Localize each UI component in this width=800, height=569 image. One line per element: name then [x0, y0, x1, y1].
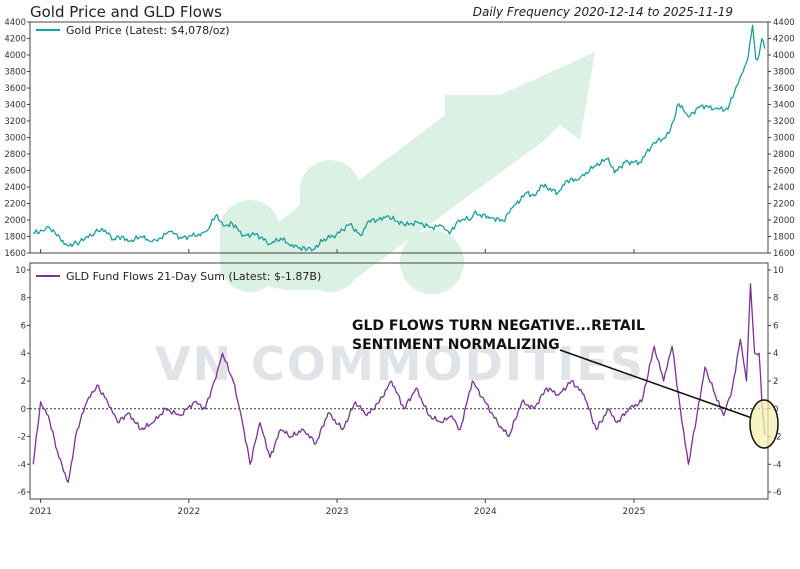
y-tick-label-right: 2200	[773, 200, 795, 210]
y-tick-label-right: 4400	[773, 18, 795, 28]
y-tick-label-right: 4200	[773, 35, 795, 45]
y-tick-label-left: 3800	[4, 68, 26, 78]
gld-flows-legend: GLD Fund Flows 21-Day Sum (Latest: $-1.8…	[36, 270, 321, 283]
y-tick-label-right: 1600	[773, 249, 795, 259]
y-tick-label-right: 4000	[773, 51, 795, 61]
y-tick-label-left: 2600	[4, 167, 26, 177]
y-tick-label-right: 4	[773, 349, 778, 359]
y-tick-label-left: 4	[21, 349, 26, 359]
y-tick-label-right: 2000	[773, 216, 795, 226]
legend-label-flows: GLD Fund Flows 21-Day Sum (Latest: $-1.8…	[66, 270, 321, 283]
y-tick-label-right: 3400	[773, 101, 795, 111]
y-tick-label-right: 2600	[773, 167, 795, 177]
y-tick-label-left: 6	[21, 321, 26, 331]
y-tick-label-left: 2800	[4, 150, 26, 160]
watermark-dot	[400, 230, 464, 294]
y-tick-label-right: -6	[773, 488, 781, 498]
gold-price-legend: Gold Price (Latest: $4,078/oz)	[36, 24, 230, 37]
y-tick-label-left: -6	[18, 488, 26, 498]
y-tick-label-left: 4400	[4, 18, 26, 28]
annotation-highlight-ellipse	[750, 400, 778, 448]
y-tick-label-left: 10	[15, 266, 26, 276]
y-tick-label-right: 3800	[773, 68, 795, 78]
y-tick-label-left: 2	[21, 377, 26, 387]
y-tick-label-right: 1800	[773, 233, 795, 243]
y-tick-label-left: 4200	[4, 35, 26, 45]
y-tick-label-left: 3400	[4, 101, 26, 111]
legend-label-gold: Gold Price (Latest: $4,078/oz)	[66, 24, 230, 37]
y-tick-label-right: 6	[773, 321, 778, 331]
y-tick-label-left: 1800	[4, 233, 26, 243]
y-tick-label-left: 3200	[4, 117, 26, 127]
y-tick-label-right: 8	[773, 294, 778, 304]
y-tick-label-right: 2400	[773, 183, 795, 193]
y-tick-label-left: 1600	[4, 249, 26, 259]
annotation-line-1: GLD FLOWS TURN NEGATIVE...RETAIL	[352, 318, 645, 334]
y-tick-label-right: 10	[773, 266, 784, 276]
x-tick-label: 2022	[177, 507, 200, 517]
y-tick-label-right: 3600	[773, 84, 795, 94]
chart-title: Gold Price and GLD Flows	[30, 3, 222, 21]
annotation-line-2: SENTIMENT NORMALIZING	[352, 337, 560, 353]
y-tick-label-left: -4	[18, 460, 26, 470]
y-tick-label-left: -2	[18, 433, 26, 443]
x-tick-label: 2024	[474, 507, 497, 517]
y-tick-label-right: 2800	[773, 150, 795, 160]
chart-subtitle: Daily Frequency 2020-12-14 to 2025-11-19	[473, 5, 733, 19]
y-tick-label-right: -4	[773, 460, 781, 470]
y-tick-label-right: 3200	[773, 117, 795, 127]
y-tick-label-left: 0	[21, 405, 26, 415]
y-tick-label-left: 2000	[4, 216, 26, 226]
y-tick-label-left: 2200	[4, 200, 26, 210]
y-tick-label-left: 4000	[4, 51, 26, 61]
y-tick-label-left: 2400	[4, 183, 26, 193]
series-layer	[33, 25, 765, 482]
x-tick-label: 2025	[623, 507, 646, 517]
y-tick-label-right: 2	[773, 377, 778, 387]
x-tick-label: 2021	[29, 507, 52, 517]
y-tick-label-right: 3000	[773, 134, 795, 144]
y-tick-label-left: 3000	[4, 134, 26, 144]
x-tick-label: 2023	[326, 507, 349, 517]
y-tick-label-left: 8	[21, 294, 26, 304]
y-tick-label-left: 3600	[4, 84, 26, 94]
